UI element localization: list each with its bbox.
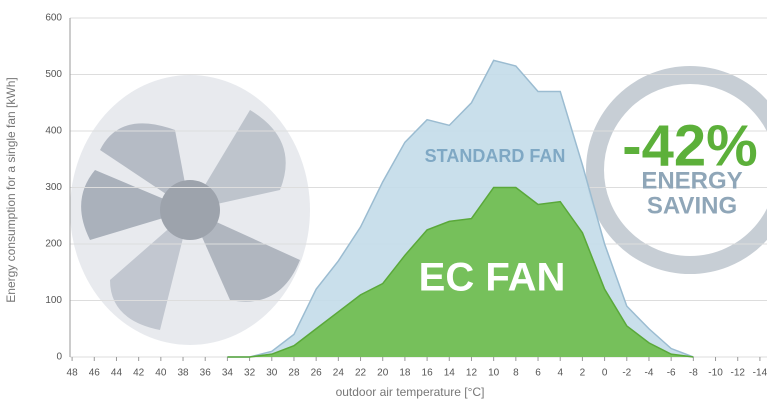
x-tick-label: 0 <box>602 368 608 379</box>
x-tick-label: 18 <box>399 368 411 379</box>
x-tick-label: -8 <box>689 368 698 379</box>
x-tick-label: 12 <box>466 368 478 379</box>
annotation: SAVING <box>647 192 737 219</box>
x-tick-label: 36 <box>200 368 212 379</box>
x-tick-label: 34 <box>222 368 234 379</box>
x-tick-label: 22 <box>355 368 367 379</box>
x-tick-label: 46 <box>89 368 101 379</box>
x-tick-label: 8 <box>513 368 519 379</box>
y-tick-label: 200 <box>45 239 62 250</box>
annotation: ENERGY <box>641 167 742 194</box>
x-tick-label: 28 <box>288 368 300 379</box>
x-tick-label: 24 <box>333 368 345 379</box>
x-tick-label: 4 <box>557 368 563 379</box>
x-tick-label: 42 <box>133 368 145 379</box>
x-tick-label: 48 <box>67 368 79 379</box>
x-tick-label: -6 <box>667 368 676 379</box>
y-tick-label: 500 <box>45 69 62 80</box>
x-tick-label: -4 <box>645 368 654 379</box>
x-tick-label: 44 <box>111 368 123 379</box>
x-tick-label: 32 <box>244 368 256 379</box>
page: {"chart_data": {"type": "area", "y_label… <box>0 0 767 401</box>
x-tick-label: 30 <box>266 368 278 379</box>
x-tick-label: 26 <box>311 368 323 379</box>
series-label: STANDARD FAN <box>425 146 566 166</box>
x-axis-label: outdoor air temperature [°C] <box>336 385 485 399</box>
y-tick-label: 600 <box>45 13 62 24</box>
x-tick-label: 16 <box>422 368 434 379</box>
x-tick-label: 38 <box>177 368 189 379</box>
y-tick-label: 100 <box>45 295 62 306</box>
chart: Energy consumption for a single fan [kWh… <box>0 0 767 401</box>
y-tick-label: 400 <box>45 126 62 137</box>
x-tick-label: 10 <box>488 368 500 379</box>
y-axis-label: Energy consumption for a single fan [kWh… <box>4 77 18 302</box>
x-tick-label: -12 <box>730 368 745 379</box>
x-tick-label: -14 <box>753 368 767 379</box>
fan-illustration <box>70 75 310 345</box>
x-tick-label: 2 <box>580 368 586 379</box>
x-tick-label: 20 <box>377 368 389 379</box>
series-label: EC FAN <box>419 256 566 300</box>
x-tick-label: 14 <box>444 368 456 379</box>
x-tick-label: -10 <box>708 368 723 379</box>
y-tick-label: 300 <box>45 182 62 193</box>
x-tick-label: -2 <box>622 368 631 379</box>
x-tick-label: 6 <box>535 368 541 379</box>
x-tick-label: 40 <box>155 368 167 379</box>
y-tick-label: 0 <box>56 352 62 363</box>
